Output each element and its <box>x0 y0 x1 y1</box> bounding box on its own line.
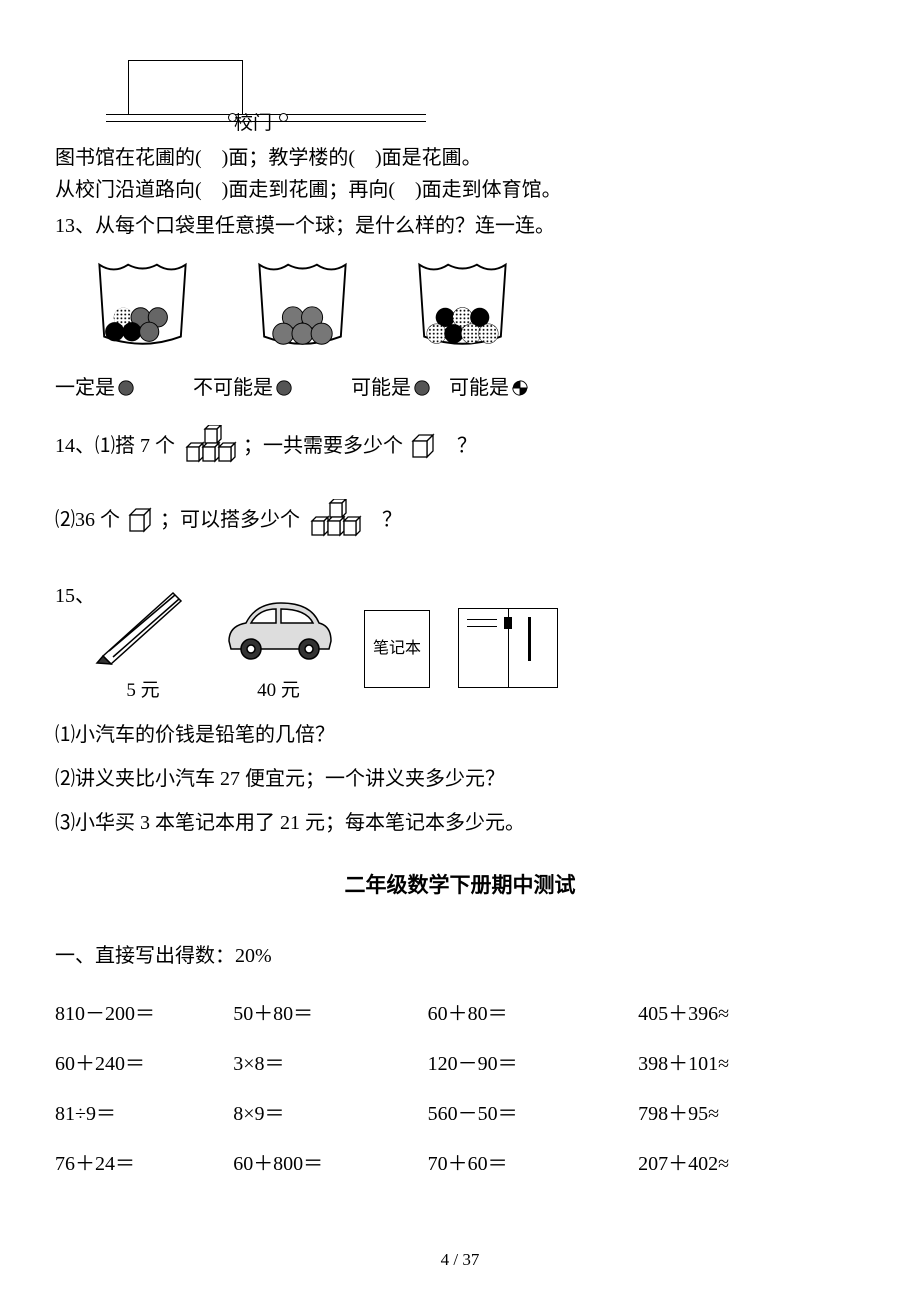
opt2-label: 不可能是 <box>193 373 273 403</box>
gate-label: 校门 <box>234 110 272 139</box>
single-cube-icon <box>126 507 154 533</box>
q15-sub2: ⑵讲义夹比小汽车 27 便宜元；一个讲义夹多少元？ <box>55 764 865 794</box>
q13-prompt: 13、从每个口袋里任意摸一个球；是什么样的？连一连。 <box>55 211 865 241</box>
table-row: 76＋24＝60＋800＝70＋60＝207＋402≈ <box>55 1139 865 1189</box>
q14-part2: ⑵36 个 ；可以搭多少个 ？ <box>55 499 865 541</box>
single-cube-icon <box>409 433 437 459</box>
solid-ball-icon <box>117 379 135 397</box>
cube-group-icon <box>306 499 362 541</box>
bag-2 <box>245 253 360 353</box>
q14-part1: 14、⑴搭 7 个 ；一共需要多少个 ？ <box>55 425 865 467</box>
section-1-heading: 一、直接写出得数：20% <box>55 941 865 971</box>
q15-sub3: ⑶小华买 3 本笔记本用了 21 元；每本笔记本多少元。 <box>55 808 865 838</box>
exam-title: 二年级数学下册期中测试 <box>55 870 865 902</box>
gate-diagram: 校门 <box>60 60 865 135</box>
table-row: 810－200＝50＋80＝60＋80＝405＋396≈ <box>55 989 865 1039</box>
pattern-ball-icon <box>511 379 529 397</box>
calc-cell: 120－90＝ <box>428 1039 639 1089</box>
folder-icon <box>458 608 558 688</box>
table-row: 60＋240＝3×8＝120－90＝398＋101≈ <box>55 1039 865 1089</box>
calc-cell: 798＋95≈ <box>638 1089 865 1139</box>
calc-cell: 60＋80＝ <box>428 989 639 1039</box>
opt3-label: 可能是 <box>351 373 411 403</box>
calc-cell: 560－50＝ <box>428 1089 639 1139</box>
calc-cell: 810－200＝ <box>55 989 233 1039</box>
solid-ball-icon <box>275 379 293 397</box>
calc-cell: 8×9＝ <box>233 1089 427 1139</box>
table-row: 81÷9＝8×9＝560－50＝798＋95≈ <box>55 1089 865 1139</box>
notebook-icon: 笔记本 <box>364 610 430 688</box>
price-pencil: 5 元 <box>93 677 193 706</box>
bag-3 <box>405 253 520 353</box>
cube-group-icon <box>181 425 237 467</box>
pencil-icon <box>93 581 193 666</box>
q12-line1: 图书馆在花圃的( )面；教学楼的( )面是花圃。 <box>55 143 865 173</box>
car-icon <box>221 591 336 666</box>
calc-cell: 76＋24＝ <box>55 1139 233 1189</box>
calc-cell: 60＋800＝ <box>233 1139 427 1189</box>
calc-cell: 70＋60＝ <box>428 1139 639 1189</box>
calc-cell: 207＋402≈ <box>638 1139 865 1189</box>
calc-table: 810－200＝50＋80＝60＋80＝405＋396≈60＋240＝3×8＝1… <box>55 989 865 1189</box>
q15-row: 15、 5 元 40 元 笔记本 <box>55 581 865 706</box>
calc-cell: 3×8＝ <box>233 1039 427 1089</box>
calc-cell: 398＋101≈ <box>638 1039 865 1089</box>
calc-cell: 405＋396≈ <box>638 989 865 1039</box>
price-car: 40 元 <box>221 677 336 706</box>
calc-cell: 60＋240＝ <box>55 1039 233 1089</box>
page-number: 4 / 37 <box>0 1247 920 1273</box>
calc-cell: 50＋80＝ <box>233 989 427 1039</box>
q15-label: 15、 <box>55 581 95 611</box>
q15-sub1: ⑴小汽车的价钱是铅笔的几倍？ <box>55 720 865 750</box>
q12-line2: 从校门沿道路向( )面走到花圃；再向( )面走到体育馆。 <box>55 175 865 205</box>
q13-options: 一定是 不可能是 可能是 可能是 <box>55 373 865 403</box>
bag-1 <box>85 253 200 353</box>
calc-cell: 81÷9＝ <box>55 1089 233 1139</box>
solid-ball-icon <box>413 379 431 397</box>
bags-row <box>85 253 865 353</box>
opt4-label: 可能是 <box>449 373 509 403</box>
opt1-label: 一定是 <box>55 373 115 403</box>
